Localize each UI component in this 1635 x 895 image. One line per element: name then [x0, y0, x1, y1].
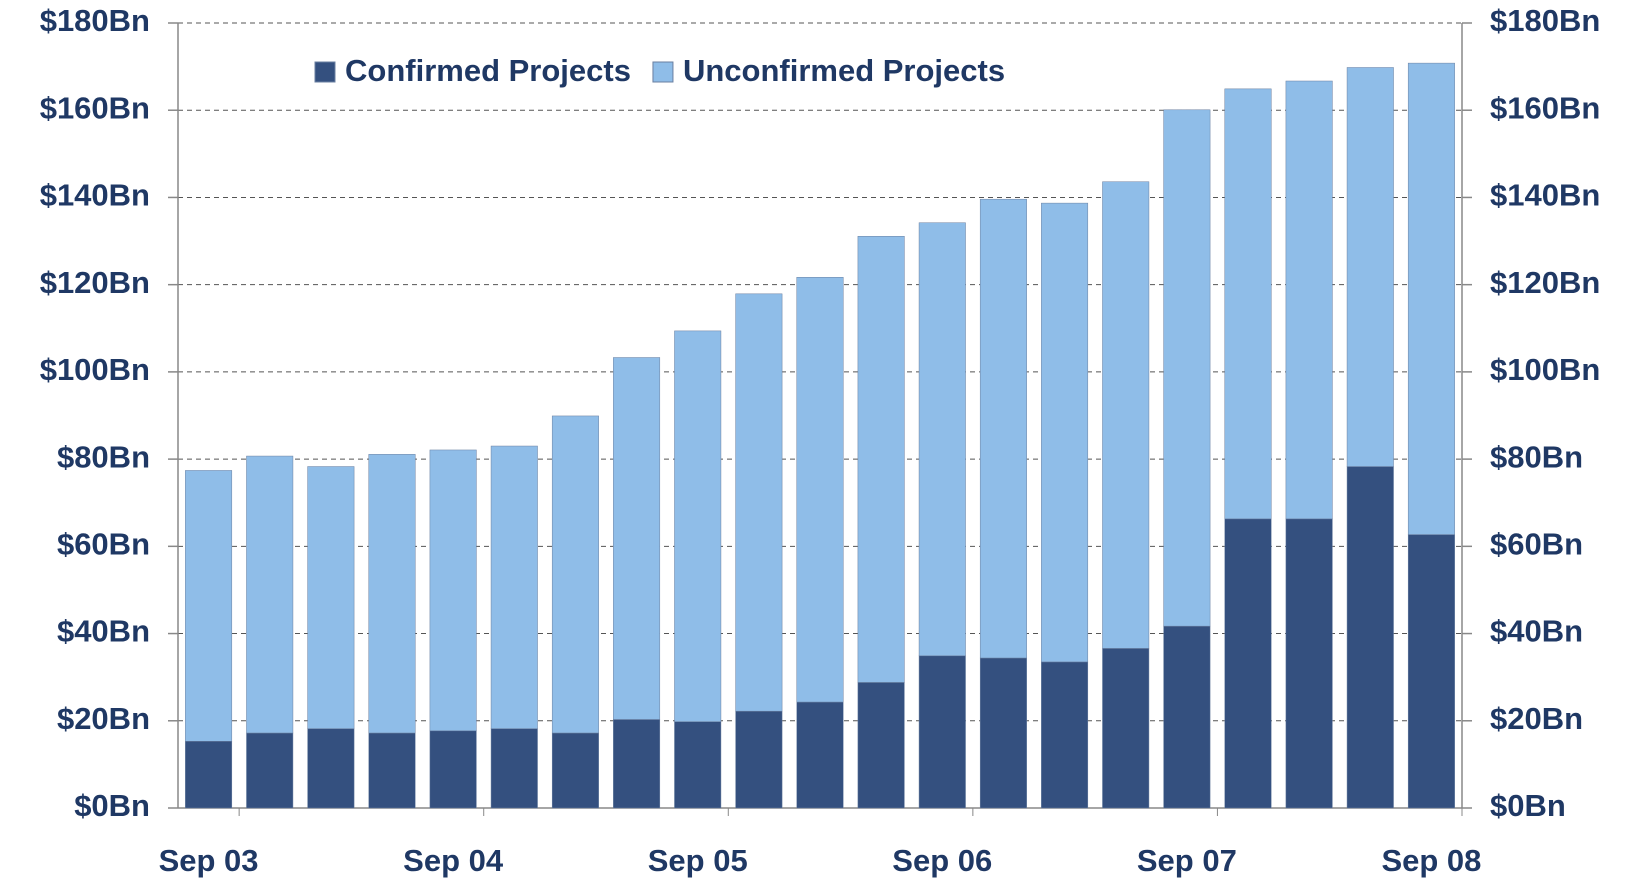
y-tick-label: $120Bn: [40, 265, 150, 300]
bar-segment: [857, 682, 905, 809]
y2-tick-label: $0Bn: [1490, 788, 1566, 823]
bar-segment: [185, 470, 233, 742]
bar-segment: [368, 454, 416, 734]
x-tick-label: Sep 05: [648, 843, 748, 878]
bar-segment: [796, 701, 844, 809]
bar-segment: [490, 728, 538, 809]
legend-swatch: [652, 61, 674, 83]
y-tick-label: $100Bn: [40, 352, 150, 387]
bar-segment: [429, 730, 477, 809]
bar-segment: [735, 293, 783, 712]
bar-segment: [796, 277, 844, 703]
bar-segment: [1285, 518, 1333, 809]
y-tick-label: $20Bn: [57, 701, 150, 736]
bar-segment: [1163, 109, 1211, 627]
legend-label: Confirmed Projects: [345, 53, 631, 88]
y2-tick-label: $60Bn: [1490, 527, 1583, 562]
bar-segment: [551, 415, 599, 734]
x-tick-label: Sep 03: [159, 843, 259, 878]
bar-segment: [368, 732, 416, 809]
y2-tick-label: $40Bn: [1490, 614, 1583, 649]
bar-segment: [1346, 67, 1394, 467]
y2-tick-label: $120Bn: [1490, 265, 1600, 300]
bar-segment: [1163, 625, 1211, 809]
x-tick-label: Sep 04: [403, 843, 504, 878]
bar-segment: [307, 466, 355, 729]
bar-segment: [674, 330, 722, 722]
bar-segment: [613, 719, 661, 809]
bar-segment: [857, 236, 905, 683]
bar-segment: [429, 449, 477, 732]
y2-tick-label: $140Bn: [1490, 178, 1600, 213]
y-tick-label: $180Bn: [40, 3, 150, 38]
bar-segment: [490, 445, 538, 729]
y-tick-label: $0Bn: [74, 788, 150, 823]
bar-segment: [1285, 80, 1333, 520]
x-tick-label: Sep 06: [892, 843, 992, 878]
bar-segment: [735, 710, 783, 809]
bar-segment: [1346, 466, 1394, 809]
bar-segment: [1407, 534, 1455, 809]
bar-segment: [1041, 202, 1089, 663]
y-tick-label: $60Bn: [57, 527, 150, 562]
bar-segment: [1102, 181, 1150, 649]
legend-swatch: [314, 61, 336, 83]
bar-segment: [979, 657, 1027, 809]
y2-tick-label: $80Bn: [1490, 439, 1583, 474]
y-tick-label: $160Bn: [40, 90, 150, 125]
y2-tick-label: $100Bn: [1490, 352, 1600, 387]
bar-segment: [246, 732, 294, 809]
bar-segment: [918, 655, 966, 809]
bar-segment: [674, 721, 722, 809]
y-tick-label: $140Bn: [40, 178, 150, 213]
bar-segment: [1041, 661, 1089, 809]
y-tick-label: $80Bn: [57, 439, 150, 474]
bar-segment: [1102, 648, 1150, 809]
y2-tick-label: $20Bn: [1490, 701, 1583, 736]
x-tick-label: Sep 08: [1381, 843, 1481, 878]
y2-tick-label: $160Bn: [1490, 90, 1600, 125]
bar-segment: [307, 728, 355, 809]
bar-segment: [1224, 518, 1272, 809]
bar-segment: [918, 222, 966, 657]
bar-segment: [613, 357, 661, 720]
y-tick-label: $40Bn: [57, 614, 150, 649]
bar-segment: [979, 198, 1027, 659]
bar-segment: [1224, 88, 1272, 520]
bar-segment: [551, 732, 599, 809]
bar-segment: [185, 741, 233, 809]
legend-label: Unconfirmed Projects: [683, 53, 1005, 88]
x-tick-label: Sep 07: [1137, 843, 1237, 878]
bar-segment: [246, 455, 294, 734]
y2-tick-label: $180Bn: [1490, 3, 1600, 38]
bar-segment: [1407, 62, 1455, 535]
